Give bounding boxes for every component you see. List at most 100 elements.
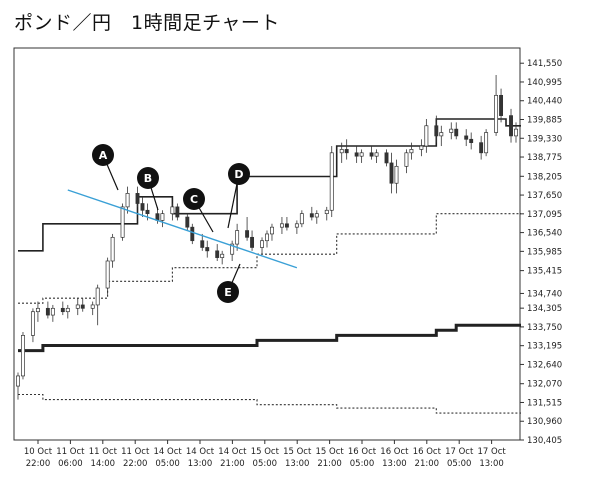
- x-tick-time: 05:00: [447, 459, 472, 469]
- candle-body: [484, 132, 489, 154]
- candle-body: [339, 149, 344, 154]
- y-tick-label: 139,330: [527, 134, 562, 144]
- candle-body: [324, 209, 329, 215]
- candle-body: [250, 236, 255, 248]
- candle-body: [265, 233, 269, 242]
- candle-body: [30, 311, 35, 336]
- candle-body: [35, 307, 40, 313]
- x-tick-time: 13:00: [382, 459, 407, 469]
- candle-body: [314, 213, 319, 218]
- candle-body: [145, 209, 150, 215]
- candle-body: [509, 115, 513, 137]
- candle-body: [469, 138, 474, 144]
- candle-body: [60, 307, 65, 313]
- upper-step-line: [18, 118, 521, 252]
- candle-body: [279, 223, 284, 228]
- candle-body: [359, 152, 364, 157]
- x-tick-time: 13:00: [285, 459, 310, 469]
- candle-body: [354, 152, 359, 157]
- candle-body: [284, 223, 289, 228]
- candle-body: [21, 335, 25, 377]
- y-tick-label: 134,740: [527, 289, 562, 299]
- y-tick-label: 131,515: [527, 398, 562, 408]
- x-tick-day: 16 Oct: [380, 447, 409, 457]
- candle-body: [190, 226, 195, 242]
- x-tick-time: 05:00: [350, 459, 375, 469]
- y-tick-label: 130,960: [527, 417, 562, 427]
- candle-body: [499, 94, 504, 116]
- y-tick-label: 134,305: [527, 304, 562, 314]
- candle-body: [45, 307, 50, 316]
- candle-body: [309, 213, 314, 218]
- callout-label: B: [144, 172, 152, 185]
- x-tick-day: 14 Oct: [186, 447, 215, 457]
- candle-body: [384, 152, 389, 164]
- candle-body: [90, 304, 95, 309]
- candle-body: [409, 149, 414, 154]
- candle-body: [464, 135, 469, 140]
- trend-line: [67, 189, 298, 269]
- candle-body: [16, 375, 20, 387]
- x-tick-time: 05:00: [253, 459, 278, 469]
- candle-body: [454, 128, 459, 137]
- lower-step-line: [18, 323, 521, 353]
- x-tick-time: 14:00: [91, 459, 116, 469]
- callout-label: E: [224, 286, 232, 299]
- x-tick-time: 21:00: [220, 459, 245, 469]
- x-tick-day: 14 Oct: [153, 447, 182, 457]
- callout-marker: [183, 188, 205, 210]
- x-tick-day: 16 Oct: [413, 447, 442, 457]
- candle-body: [369, 152, 374, 157]
- x-tick-day: 11 Oct: [89, 447, 118, 457]
- candle-body: [479, 142, 484, 154]
- y-tick-label: 140,995: [527, 78, 562, 88]
- candle-body: [294, 223, 299, 228]
- upper-dotted-band: [18, 213, 521, 304]
- candle-body: [245, 230, 250, 238]
- candle-body: [140, 203, 145, 211]
- y-tick-label: 132,640: [527, 360, 562, 370]
- candle-body: [449, 128, 454, 133]
- candle-body: [80, 304, 85, 309]
- candle-body: [394, 165, 399, 184]
- candle-body: [135, 193, 140, 204]
- y-tick-label: 135,985: [527, 247, 562, 257]
- callout-label: D: [234, 168, 243, 181]
- x-tick-time: 05:00: [155, 459, 180, 469]
- candle-body: [65, 307, 70, 313]
- candle-body: [374, 152, 379, 157]
- callout-marker: [217, 281, 239, 303]
- candle-body: [110, 236, 115, 262]
- x-tick-day: 11 Oct: [121, 447, 150, 457]
- y-tick-label: 133,750: [527, 323, 562, 333]
- x-tick-day: 10 Oct: [24, 447, 53, 457]
- y-tick-label: 139,885: [527, 116, 562, 126]
- x-tick-time: 21:00: [317, 459, 342, 469]
- x-tick-time: 06:00: [58, 459, 83, 469]
- x-tick-day: 15 Oct: [251, 447, 280, 457]
- candle-body: [120, 206, 125, 238]
- candle-body: [95, 287, 100, 306]
- candle-body: [185, 216, 190, 228]
- candle-body: [404, 152, 409, 167]
- candle-body: [344, 149, 349, 154]
- candle-body: [260, 240, 264, 248]
- y-tick-label: 137,650: [527, 191, 562, 201]
- candle-body: [424, 125, 429, 147]
- x-tick-day: 14 Oct: [218, 447, 247, 457]
- candle-body: [299, 213, 304, 225]
- candle-body: [160, 213, 165, 221]
- x-tick-time: 21:00: [415, 459, 440, 469]
- candle-body: [514, 128, 518, 137]
- x-tick-day: 16 Oct: [348, 447, 377, 457]
- x-tick-day: 17 Oct: [477, 447, 506, 457]
- candle-body: [75, 304, 80, 309]
- y-tick-label: 136,540: [527, 229, 562, 239]
- candle-body: [494, 94, 499, 133]
- y-tick-label: 140,440: [527, 97, 562, 107]
- x-tick-day: 15 Oct: [283, 447, 312, 457]
- candle-body: [220, 253, 225, 258]
- candle-body: [329, 152, 334, 211]
